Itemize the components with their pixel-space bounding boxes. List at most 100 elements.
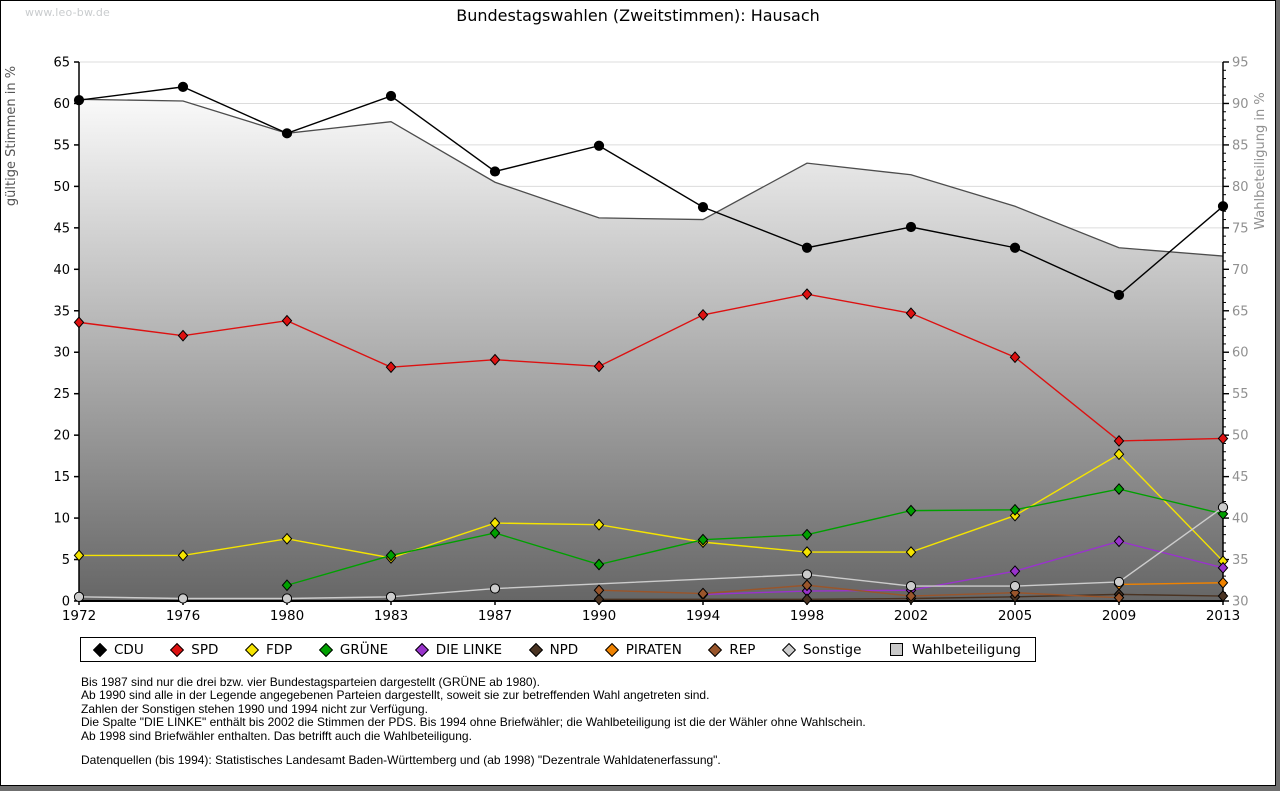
footnotes: Bis 1987 sind nur die drei bzw. vier Bun… [81,675,1231,743]
series-line-grüne [286,488,1224,586]
series-line-fdp [79,453,1224,562]
right-axis-tick-label: 95 [1232,56,1249,71]
data-point [73,591,85,602]
legend-item-rep: REP [708,642,755,658]
data-point [905,546,917,559]
data-point [1113,576,1125,588]
legend-diamond-icon [92,642,108,657]
legend-item-die-linke: DIE LINKE [414,641,502,658]
data-point [697,533,709,546]
data-point [905,580,917,592]
series-line-piraten [1118,582,1224,586]
data-point [489,527,501,539]
data-series [73,81,1229,606]
data-point [1217,201,1229,212]
x-axis-year-label: 1998 [790,608,824,624]
right-axis-tick-label: 60 [1232,346,1249,361]
data-point [1113,591,1125,604]
legend-label: NPD [549,641,579,658]
data-point [801,569,813,580]
legend-label: CDU [114,641,144,658]
right-axis-tick-label: 35 [1232,553,1249,568]
data-point [73,549,85,562]
legend-diamond-icon [708,642,723,657]
election-chart-svg: 0 5 10 15 20 25 30 35 40 45 50 55 60 65 30 35 40 45 50 55 60… [4,56,1268,625]
right-axis-tick-label: 65 [1232,304,1249,319]
x-axis-year-label: 1980 [270,608,304,624]
data-point [385,549,397,562]
data-point [801,593,813,606]
data-source: Datenquellen (bis 1994): Statistisches L… [81,753,721,767]
data-point [1217,502,1229,513]
data-point [1217,561,1229,574]
watermark: www.leo-bw.de [25,6,111,19]
x-axis-year-label: 1990 [582,608,616,624]
data-point [1217,576,1229,589]
data-point [801,242,813,253]
legend-diamond-icon [604,642,619,657]
legend-item-cdu: CDU [92,641,144,658]
data-point [801,288,813,301]
data-point [1113,435,1125,447]
right-axis-tick-label: 90 [1232,97,1249,112]
x-axis-year-label: 1994 [686,608,720,624]
data-point [905,590,917,602]
data-point [177,329,189,342]
left-axis-tick-label: 0 [62,595,70,610]
x-axis-year-label: 2005 [998,608,1032,624]
data-point [593,584,605,597]
right-axis-tick-label: 45 [1232,470,1249,485]
legend-label: PIRATEN [625,641,682,658]
data-point [281,593,293,604]
series-line-sonstige [78,506,1224,600]
data-point [801,546,813,559]
footnote-line: Bis 1987 sind nur die drei bzw. vier Bun… [81,675,540,689]
data-point [905,504,917,517]
data-point [1009,565,1021,578]
right-axis-tick-label: 80 [1232,180,1249,195]
data-point [177,593,189,604]
series-line-die-linke [702,540,1224,596]
legend-item-spd: SPD [170,642,218,658]
data-point [281,579,293,592]
legend-item-grüne: GRÜNE [318,642,388,658]
data-point [177,81,189,92]
data-point [1217,590,1229,602]
legend-label: FDP [265,641,293,658]
data-point [593,593,605,606]
legend-item-piraten: PIRATEN [604,641,682,658]
chart-legend: CDU SPD FDP GRÜNE DIE LINKE NPD PIRATEN REP Sons… [80,637,1036,662]
data-point [1009,503,1021,516]
legend-diamond-icon [244,642,260,657]
data-point [73,95,85,106]
page-title: Bundestagswahlen (Zweitstimmen): Hausach [456,6,820,25]
data-point [697,308,709,321]
data-point [697,587,709,600]
x-axis-year-label: 1983 [374,608,408,624]
data-point [489,583,501,594]
right-axis-tick-label: 70 [1232,263,1249,278]
data-point [1113,448,1125,461]
legend-label: DIE LINKE [435,641,502,658]
data-point [593,140,605,151]
series-line-spd [78,293,1224,442]
data-point [281,314,293,327]
legend-item-wahlbeteiligung: Wahlbeteiligung [889,642,1021,658]
right-axis-tick-label: 55 [1232,387,1249,402]
left-axis-title: gültige Stimmen in % [4,66,19,206]
left-axis-tick-label: 25 [53,387,70,402]
x-axis-year-label: 1976 [166,608,200,624]
data-point [593,518,605,531]
legend-square-icon [889,643,903,656]
data-point [281,532,293,545]
data-point [593,558,605,571]
legend-diamond-icon [414,642,429,657]
data-point [1217,432,1229,445]
left-axis-tick-label: 5 [62,553,70,568]
left-axis-tick-label: 30 [53,346,70,361]
right-axis-tick-label: 85 [1232,138,1249,153]
left-axis-tick-label: 45 [53,221,70,236]
left-axis-tick-label: 20 [53,429,70,444]
x-axis-year-label: 2009 [1102,608,1136,624]
data-point [1009,580,1021,592]
